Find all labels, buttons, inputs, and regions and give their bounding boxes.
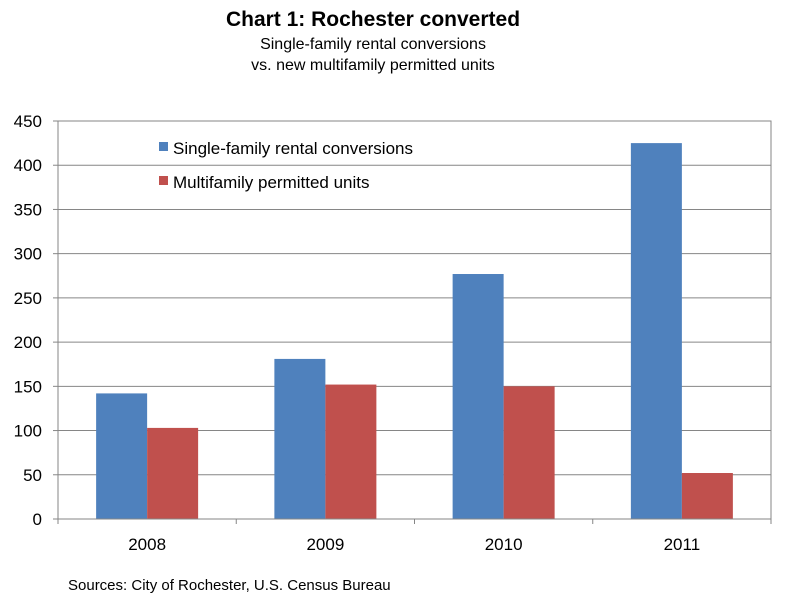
bars — [96, 143, 733, 519]
legend-swatch — [159, 142, 168, 151]
y-tick-label: 400 — [14, 156, 42, 175]
bar-multifamily-permitted-units-2008 — [147, 427, 199, 519]
chart-title: Chart 1: Rochester converted — [225, 8, 521, 31]
legend-label: Multifamily permitted units — [173, 173, 370, 192]
y-tick-label: 350 — [14, 200, 42, 219]
y-tick-label: 300 — [14, 245, 42, 264]
y-tick-label: 250 — [14, 289, 42, 308]
y-tick-label: 450 — [14, 112, 42, 131]
chart-subtitle-line-1: Single-family rental conversions — [260, 36, 486, 53]
y-tick-label: 100 — [14, 422, 42, 441]
x-tick-label: 2010 — [485, 535, 523, 554]
bar-single-family-rental-conversions-2009 — [274, 358, 326, 519]
chart-subtitle-line-2: vs. new multifamily permitted units — [251, 57, 495, 74]
y-tick-label: 200 — [14, 333, 42, 352]
x-tick-label: 2008 — [128, 535, 166, 554]
y-tick-label: 150 — [14, 377, 42, 396]
legend: Single-family rental conversions Multifam… — [159, 139, 413, 192]
bar-single-family-rental-conversions-2011 — [630, 143, 682, 519]
plot-area-border — [57, 120, 772, 520]
y-tick-label: 50 — [23, 466, 42, 485]
bar-multifamily-permitted-units-2009 — [325, 384, 377, 519]
axes: 0 50 100 150 200 250 300 350 400 450 2008 2009 2010 2… — [14, 112, 772, 554]
legend-swatch — [159, 176, 168, 185]
source-note: Sources: City of Rochester, U.S. Census … — [68, 577, 391, 594]
legend-label: Single-family rental conversions — [173, 139, 413, 158]
bar-single-family-rental-conversions-2008 — [96, 393, 148, 519]
bar-multifamily-permitted-units-2011 — [681, 473, 733, 519]
x-tick-label: 2011 — [664, 535, 701, 554]
bar-single-family-rental-conversions-2010 — [452, 274, 504, 519]
bar-multifamily-permitted-units-2010 — [503, 386, 555, 519]
y-tick-label: 0 — [33, 510, 42, 529]
x-tick-label: 2009 — [306, 535, 344, 554]
